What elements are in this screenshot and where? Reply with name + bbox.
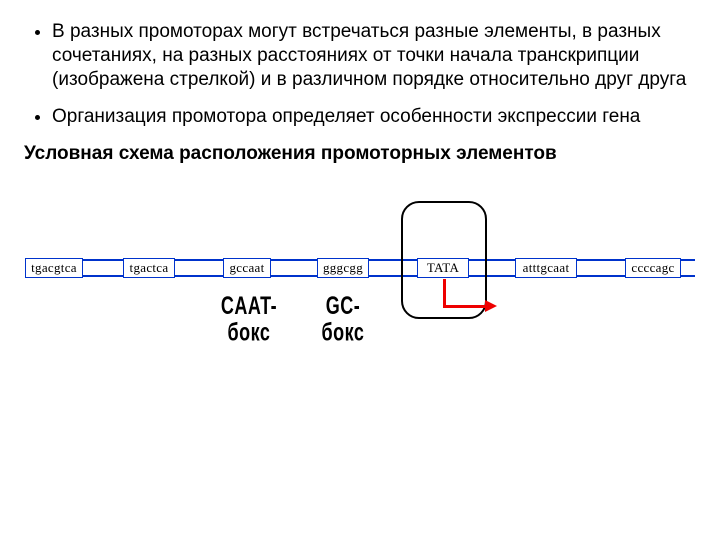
label-line: бокс (322, 318, 365, 346)
bullet-item: В разных промоторах могут встречаться ра… (52, 20, 696, 91)
promoter-element: tgacgtca (25, 258, 83, 278)
promoter-element: gccaat (223, 258, 271, 278)
caat-box-label: CAAT- бокс (217, 293, 281, 346)
label-line: GC- (326, 292, 361, 320)
promoter-element: atttgcaat (515, 258, 577, 278)
label-line: CAAT- (221, 292, 277, 320)
promoter-element-tata: TATA (417, 258, 469, 278)
bullet-list: В разных промоторах могут встречаться ра… (24, 20, 696, 129)
promoter-element: tgactca (123, 258, 175, 278)
transcription-arrow-head (485, 300, 497, 312)
gc-box-label: GC- бокс (317, 293, 369, 346)
bullet-item: Организация промотора определяет особенн… (52, 105, 696, 129)
transcription-arrow-vertical (443, 279, 446, 307)
promoter-element: ccccagc (625, 258, 681, 278)
diagram-subtitle: Условная схема расположения промоторных … (24, 143, 696, 165)
transcription-arrow-horizontal (443, 305, 485, 308)
promoter-diagram: tgacgtca tgactca gccaat gggcgg TATA attt… (25, 205, 695, 385)
promoter-element: gggcgg (317, 258, 369, 278)
label-line: бокс (228, 318, 271, 346)
